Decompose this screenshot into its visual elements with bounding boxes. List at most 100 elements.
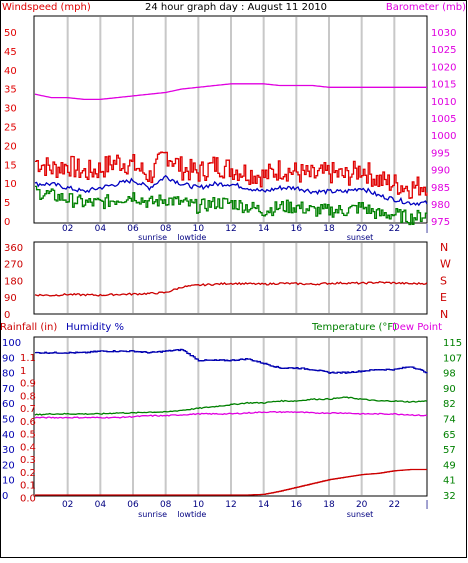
humidity-tick-label: 70 (2, 384, 15, 395)
barometer-tick-label: 1015 (431, 80, 456, 91)
direction-tick-label: 0 (4, 310, 10, 321)
wind-panel-frame (33, 15, 428, 224)
barometer-tick-label: 985 (431, 183, 450, 194)
dewpoint-axis-title: Dew Point (392, 322, 442, 333)
rainfall-axis-title: Rainfall (in) (0, 322, 57, 333)
lowtide-label: lowtide (177, 233, 206, 242)
x-tick-label: 08 (160, 500, 172, 510)
direction-tick-label: 90 (4, 293, 17, 304)
x-tick-label: 08 (160, 224, 172, 234)
windspeed-tick-label: 10 (4, 179, 17, 190)
temperature-tick-label: 32 (443, 491, 456, 502)
direction-tick-label: 360 (4, 243, 23, 254)
windspeed-tick-label: 5 (4, 198, 10, 209)
gust-series (35, 151, 428, 199)
compass-tick-label: S (440, 274, 447, 287)
windspeed-tick-label: 35 (4, 85, 17, 96)
x-tick-label: 14 (258, 224, 270, 234)
x-tick-label: 22 (389, 500, 400, 510)
sunset-label: sunset (347, 510, 374, 519)
barometer-tick-label: 1000 (431, 131, 456, 142)
windspeed-tick-label: 20 (4, 141, 17, 152)
low-wind-series (35, 185, 428, 226)
x-tick-label: 06 (127, 500, 139, 510)
temperature-tick-label: 57 (443, 445, 456, 456)
x-tick-label: 14 (258, 500, 270, 510)
x-tick-label: 02 (62, 500, 73, 510)
compass-tick-label: E (440, 291, 447, 304)
humidity-tick-label: 10 (2, 476, 15, 487)
windspeed-tick-label: 45 (4, 47, 17, 58)
compass-tick-label: N (440, 241, 448, 254)
barometer-series (34, 83, 427, 101)
temperature-tick-label: 74 (443, 415, 456, 426)
rainfall-tick-label: 0.8 (20, 391, 36, 402)
barometer-axis-title: Barometer (mb) (386, 2, 466, 13)
barometer-tick-label: 1025 (431, 45, 456, 56)
x-tick-label: 06 (127, 224, 139, 234)
x-tick-label: 22 (389, 224, 400, 234)
barometer-tick-label: 1005 (431, 114, 456, 125)
barometer-tick-label: 975 (431, 217, 450, 228)
temperature-tick-label: 65 (443, 430, 456, 441)
temperature-tick-label: 98 (443, 369, 456, 380)
humidity-tick-label: 50 (2, 415, 15, 426)
x-tick-label: 10 (193, 500, 205, 510)
x-tick-label: 04 (95, 500, 107, 510)
humidity-tick-label: 30 (2, 445, 15, 456)
rainfall-tick-label: 0.3 (20, 455, 36, 466)
humidity-tick-label: 100 (2, 338, 21, 349)
humidity-tick-label: 40 (2, 430, 15, 441)
windspeed-tick-label: 15 (4, 160, 17, 171)
wind-direction-series (34, 281, 428, 297)
climate-panel-frame (33, 336, 428, 497)
rainfall-tick-label: 0.4 (20, 442, 36, 453)
rainfall-tick-label: 0.9 (20, 379, 36, 390)
x-tick-label: 18 (323, 224, 335, 234)
barometer-tick-label: 990 (431, 166, 450, 177)
temperature-axis-title: Temperature (°F) (311, 322, 397, 333)
x-tick-label: 10 (193, 224, 205, 234)
rainfall-tick-label: 1 (20, 366, 26, 377)
temperature-tick-label: 115 (443, 338, 462, 349)
barometer-tick-label: 1020 (431, 62, 456, 73)
temperature-tick-label: 107 (443, 353, 462, 364)
windspeed-tick-label: 40 (4, 66, 17, 77)
x-tick-label: 18 (323, 500, 335, 510)
humidity-tick-label: 60 (2, 399, 15, 410)
barometer-tick-label: 980 (431, 200, 450, 211)
rainfall-tick-label: 0.5 (20, 430, 36, 441)
x-tick-label: 16 (291, 224, 303, 234)
windspeed-tick-label: 0 (4, 217, 10, 228)
rainfall-tick-label: 1.1 (20, 353, 36, 364)
chart-title: 24 hour graph day : August 11 2010 (145, 2, 327, 13)
temperature-tick-label: 41 (443, 476, 456, 487)
lowtide-label: lowtide (177, 510, 206, 519)
windspeed-tick-label: 30 (4, 104, 17, 115)
direction-tick-label: 270 (4, 260, 23, 271)
x-tick-label: 12 (225, 224, 236, 234)
windspeed-tick-label: 50 (4, 28, 17, 39)
rainfall-tick-label: 0.2 (20, 468, 36, 479)
sunrise-label: sunrise (138, 233, 167, 242)
rainfall-tick-label: 0.7 (20, 404, 36, 415)
windspeed-tick-label: 25 (4, 123, 17, 134)
x-tick-label: 20 (356, 500, 368, 510)
avg-wind-series (34, 174, 428, 207)
x-tick-label: 12 (225, 500, 236, 510)
windspeed-axis-title: Windspeed (mph) (2, 2, 91, 13)
x-tick-label: 16 (291, 500, 303, 510)
humidity-axis-title: Humidity % (66, 322, 124, 333)
barometer-tick-label: 995 (431, 148, 450, 159)
humidity-tick-label: 80 (2, 369, 15, 380)
compass-tick-label: W (440, 258, 451, 271)
temperature-tick-label: 90 (443, 384, 456, 395)
x-tick-label: | (425, 224, 428, 234)
x-tick-label: | (425, 500, 428, 510)
x-tick-label: 02 (62, 224, 73, 234)
x-tick-label: 04 (95, 224, 107, 234)
humidity-tick-label: 90 (2, 353, 15, 364)
